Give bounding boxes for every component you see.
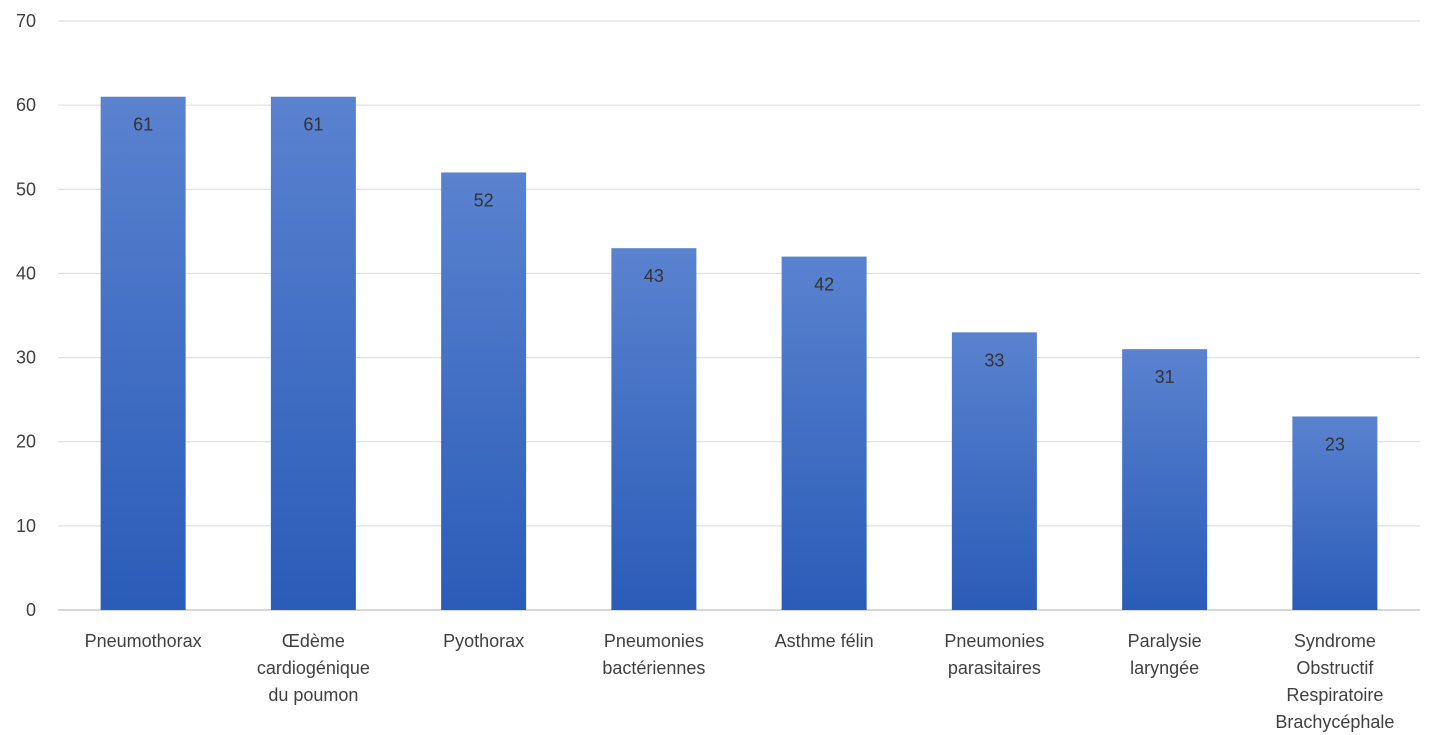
x-category-label-line: Pneumonies	[604, 631, 704, 651]
bar-data-label: 33	[984, 350, 1004, 370]
y-tick-label: 30	[16, 348, 36, 368]
x-axis-category-labels: Pneumothorax Œdème cardiogénique du poumon P…	[85, 631, 1395, 732]
x-category-label: Paralysie laryngée	[1128, 631, 1202, 678]
x-category-label-line: Syndrome	[1294, 631, 1376, 651]
bar	[951, 332, 1037, 610]
y-tick-label: 60	[16, 95, 36, 115]
bar-data-label: 23	[1325, 434, 1345, 454]
x-category-label-line: du poumon	[268, 685, 358, 705]
x-category-label-line: Paralysie	[1128, 631, 1202, 651]
bar-data-label: 61	[133, 115, 153, 135]
x-category-label-line: bactériennes	[602, 658, 705, 678]
y-axis-ticks: 0 10 20 30 40 50 60 70	[16, 11, 36, 620]
x-category-label-line: laryngée	[1130, 658, 1199, 678]
x-category-label-line: Obstructif	[1296, 658, 1374, 678]
y-tick-label: 0	[26, 600, 36, 620]
bar-data-label: 42	[814, 275, 834, 295]
gridlines	[58, 20, 1420, 611]
bar-data-label: 31	[1155, 367, 1175, 387]
x-category-label: Œdème cardiogénique du poumon	[257, 631, 370, 705]
bar	[1292, 416, 1378, 610]
x-category-label: Syndrome Obstructif Respiratoire Brachycéph…	[1275, 631, 1394, 732]
x-category-label: Pneumonies bactériennes	[602, 631, 705, 678]
x-category-label-line: Œdème	[282, 631, 345, 651]
bar	[1122, 349, 1208, 610]
y-tick-label: 40	[16, 263, 36, 283]
x-category-label: Pneumonies parasitaires	[944, 631, 1044, 678]
bar-data-label: 61	[303, 115, 323, 135]
bar-data-label: 52	[474, 190, 494, 210]
y-tick-label: 10	[16, 516, 36, 536]
bars: 61 61 52 43 42 33 31 23	[100, 96, 1378, 610]
x-category-label-line: parasitaires	[948, 658, 1041, 678]
x-category-label-line: cardiogénique	[257, 658, 370, 678]
bar	[270, 96, 356, 610]
x-category-label: Pneumothorax	[85, 631, 202, 651]
x-category-label-line: Pyothorax	[443, 631, 524, 651]
bar	[781, 256, 867, 610]
y-tick-label: 70	[16, 11, 36, 31]
x-category-label-line: Asthme félin	[775, 631, 874, 651]
bar	[100, 96, 186, 610]
bar-data-label: 43	[644, 266, 664, 286]
x-category-label: Asthme félin	[775, 631, 874, 651]
x-category-label: Pyothorax	[443, 631, 524, 651]
bar	[611, 248, 697, 610]
y-tick-label: 50	[16, 179, 36, 199]
x-category-label-line: Pneumothorax	[85, 631, 202, 651]
bar	[441, 172, 527, 610]
x-category-label-line: Pneumonies	[944, 631, 1044, 651]
x-category-label-line: Respiratoire	[1286, 685, 1383, 705]
x-category-label-line: Brachycéphale	[1275, 712, 1394, 732]
y-tick-label: 20	[16, 432, 36, 452]
